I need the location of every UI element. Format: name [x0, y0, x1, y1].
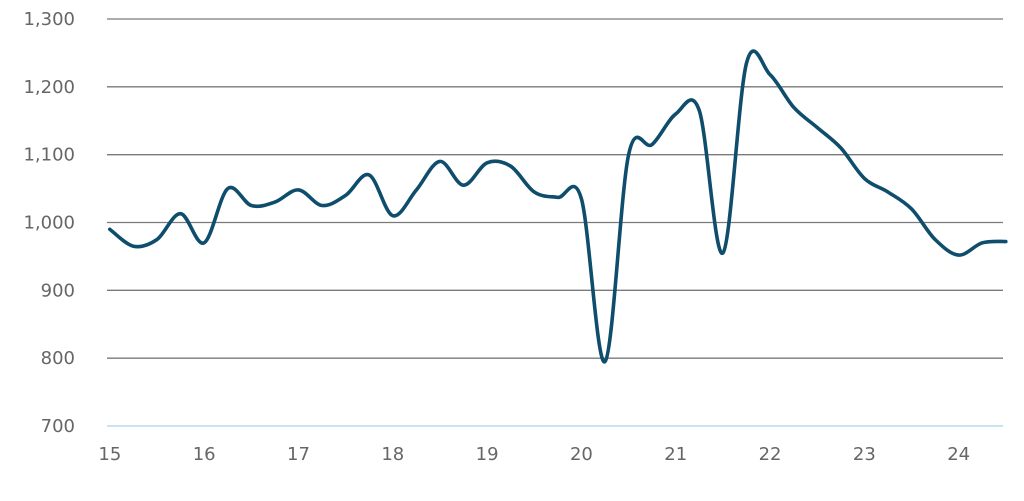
y-axis-tick-labels: 700 800 900 1,000 1,100 1,200 1,300	[23, 9, 75, 437]
gridlines	[107, 18, 1003, 427]
x-tick-label: 17	[287, 444, 310, 465]
x-tick-label: 21	[664, 444, 687, 465]
x-tick-label: 23	[853, 444, 876, 465]
series-lines	[108, 49, 1008, 364]
y-tick-label: 1,300	[23, 9, 75, 30]
x-tick-label: 16	[193, 444, 216, 465]
y-tick-label: 800	[41, 348, 75, 369]
x-tick-label: 19	[476, 444, 499, 465]
series-line-0	[108, 49, 1008, 364]
y-tick-label: 1,000	[23, 213, 75, 234]
y-tick-label: 900	[41, 280, 75, 301]
x-tick-label: 22	[759, 444, 782, 465]
x-tick-label: 18	[381, 444, 404, 465]
x-axis-tick-labels: 15 16 17 18 19 20 21 22 23 24	[98, 444, 970, 465]
x-tick-label: 15	[98, 444, 121, 465]
y-tick-label: 1,100	[23, 145, 75, 166]
x-tick-label: 24	[947, 444, 970, 465]
y-tick-label: 700	[41, 416, 75, 437]
x-tick-label: 20	[570, 444, 593, 465]
y-tick-label: 1,200	[23, 77, 75, 98]
